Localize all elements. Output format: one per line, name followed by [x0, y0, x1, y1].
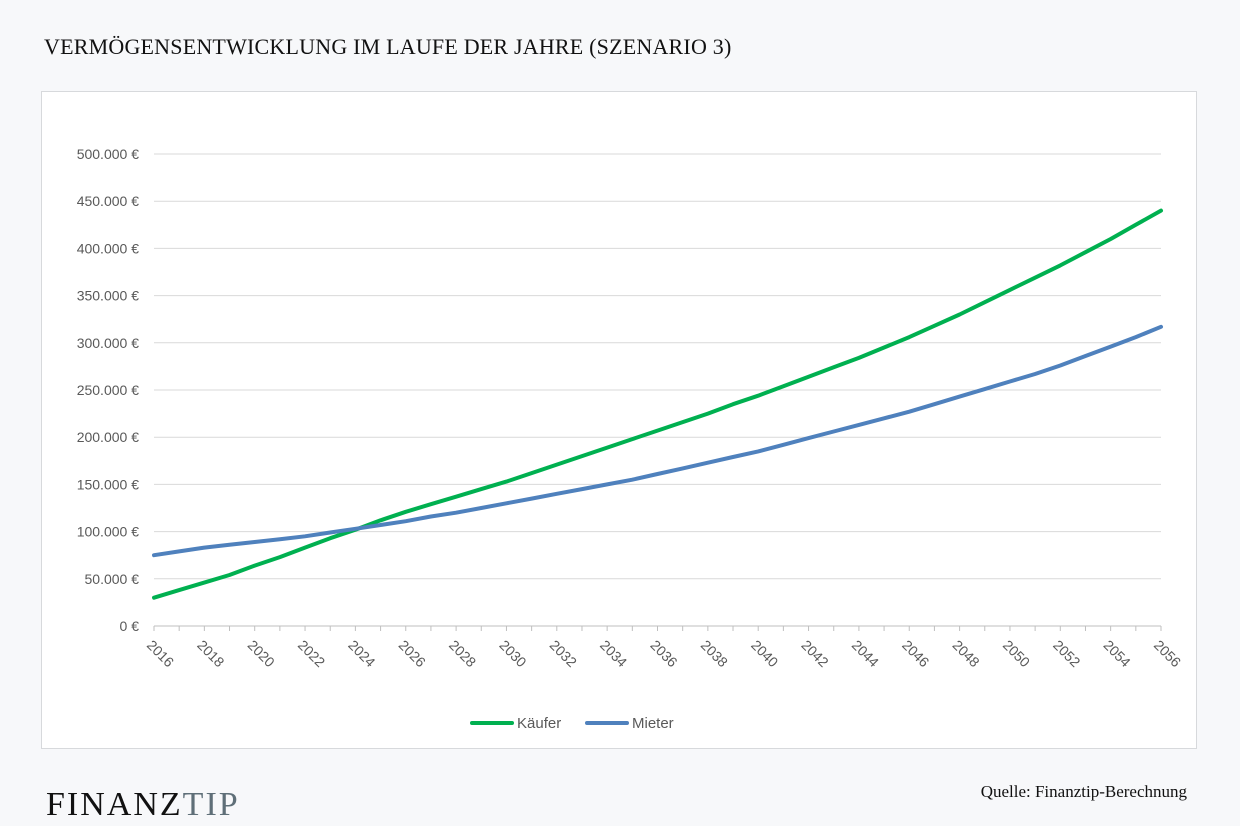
x-tick-label: 2036 — [647, 637, 680, 670]
y-tick-label: 500.000 € — [77, 146, 139, 162]
line-chart: 0 € 50.000 € 100.000 € 150.000 € 200.000 € 25… — [77, 146, 1185, 732]
legend-label: Käufer — [517, 715, 561, 732]
y-tick-label: 50.000 € — [85, 571, 140, 587]
y-tick-label: 100.000 € — [77, 524, 139, 540]
y-tick-label: 150.000 € — [77, 476, 139, 492]
x-tick-label: 2056 — [1151, 637, 1184, 670]
x-tick-label: 2040 — [748, 637, 781, 670]
y-tick-label: 300.000 € — [77, 335, 139, 351]
chart-frame: 0 € 50.000 € 100.000 € 150.000 € 200.000 € 25… — [41, 91, 1197, 749]
x-tick-label: 2028 — [446, 637, 479, 670]
y-tick-label: 250.000 € — [77, 382, 139, 398]
series-line-mieter — [152, 324, 1163, 558]
x-tick-label: 2030 — [496, 637, 529, 670]
x-tick-label: 2026 — [396, 637, 429, 670]
x-tick-label: 2042 — [798, 637, 831, 670]
x-tick-label: 2052 — [1050, 637, 1083, 670]
x-tick-label: 2016 — [144, 637, 177, 670]
x-tick-label: 2020 — [245, 637, 278, 670]
logo-text-tip: TIP — [182, 786, 240, 823]
y-tick-label: 400.000 € — [77, 240, 139, 256]
finanztip-logo: FINANZTIP — [46, 786, 240, 824]
x-tick-label: 2046 — [899, 637, 932, 670]
x-tick-label: 2050 — [1000, 637, 1033, 670]
x-tick-label: 2044 — [849, 637, 882, 670]
page-title: VERMÖGENSENTWICKLUNG IM LAUFE DER JAHRE … — [44, 34, 732, 59]
y-tick-label: 200.000 € — [77, 429, 139, 445]
y-tick-label: 350.000 € — [77, 288, 139, 304]
x-tick-label: 2038 — [698, 637, 731, 670]
x-tick-label: 2024 — [345, 637, 378, 670]
source-note: Quelle: Finanztip-Berechnung — [980, 782, 1187, 801]
logo-text-finanz: FINANZ — [46, 786, 183, 823]
series-line-k-ufer — [152, 208, 1163, 600]
legend-label: Mieter — [632, 715, 674, 732]
x-tick-label: 2048 — [949, 637, 982, 670]
y-tick-label: 450.000 € — [77, 193, 139, 209]
x-tick-label: 2018 — [194, 637, 227, 670]
x-tick-label: 2034 — [597, 637, 630, 670]
y-tick-label: 0 € — [120, 618, 140, 634]
x-tick-label: 2032 — [547, 637, 580, 670]
x-tick-label: 2054 — [1101, 637, 1134, 670]
x-tick-label: 2022 — [295, 637, 328, 670]
